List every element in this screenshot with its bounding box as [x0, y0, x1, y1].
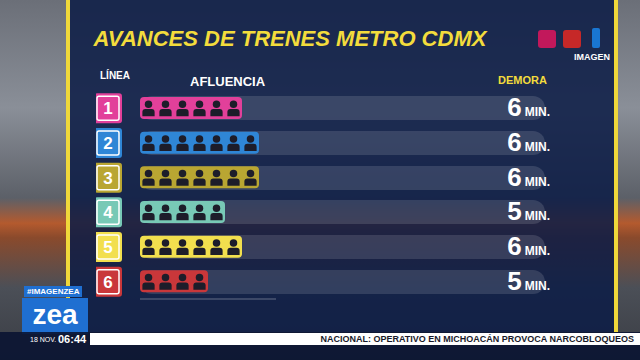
svg-text:5: 5 [103, 238, 112, 257]
html-text:MIN.: MIN. [524, 174, 550, 189]
svg-text:4: 4 [103, 203, 113, 222]
svg-text:2: 2 [103, 134, 112, 153]
html-text:zea: zea [32, 299, 78, 330]
svg-text:3: 3 [103, 169, 112, 188]
html-text:18 NOV.06:44: 18 NOV.06:44 [30, 333, 87, 345]
html-text:5: 5 [507, 265, 522, 296]
html-text:NACIONAL: OPERATIVO EN MICHOAC: NACIONAL: OPERATIVO EN MICHOACÁN PROVOCA… [320, 334, 634, 344]
html-text:AVANCES DE TRENES METRO CDMX: AVANCES DE TRENES METRO CDMX [93, 26, 487, 51]
html-text:MIN.: MIN. [524, 244, 550, 258]
html-text:#IMAGENZEA: #IMAGENZEA [27, 287, 80, 296]
html-text:MIN.: MIN. [524, 140, 550, 154]
html-text:6: 6 [507, 231, 522, 261]
html-text:5: 5 [507, 196, 522, 227]
svg-text:6: 6 [103, 273, 112, 292]
html-text:MIN.: MIN. [524, 105, 550, 120]
svg-text:1: 1 [103, 99, 112, 118]
html-text:6: 6 [507, 161, 522, 192]
html-text:DEMORA: DEMORA [498, 74, 547, 86]
html-text:MIN.: MIN. [524, 278, 550, 293]
html-text:LÍNEA: LÍNEA [100, 70, 130, 81]
html-text:AFLUENCIA: AFLUENCIA [190, 74, 266, 89]
html-text:6: 6 [507, 127, 522, 157]
html-text:IMAGEN: IMAGEN [574, 52, 610, 62]
html-text:6: 6 [507, 92, 522, 123]
html-text:MIN.: MIN. [524, 209, 550, 224]
